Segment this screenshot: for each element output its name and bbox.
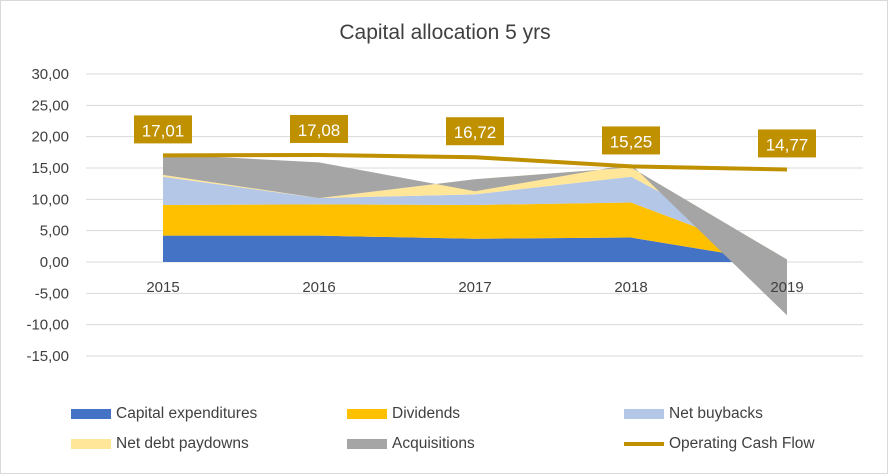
- y-tick-label: 10,00: [31, 191, 69, 208]
- data-label-box: [446, 117, 504, 146]
- data-label-box: [602, 126, 660, 155]
- data-label: 15,25: [610, 132, 653, 151]
- x-tick-label: 2017: [458, 279, 491, 296]
- data-label-box: [290, 114, 348, 143]
- y-tick-label: 20,00: [31, 129, 69, 146]
- x-tick-label: 2018: [614, 279, 647, 296]
- x-tick-label: 2015: [146, 279, 179, 296]
- data-label: 16,72: [454, 123, 497, 142]
- line-operating-cash-flow: [162, 152, 788, 172]
- y-tick-label: 15,00: [31, 160, 69, 177]
- y-tick-label: -10,00: [26, 317, 69, 334]
- area-net-buybacks: [163, 176, 787, 262]
- data-label: 17,01: [142, 121, 185, 140]
- data-label: 17,08: [298, 121, 341, 140]
- x-tick-label: 2016: [302, 279, 335, 296]
- area-capital-expenditures: [163, 235, 787, 264]
- area-dividends: [163, 202, 787, 264]
- y-tick-label: 25,00: [31, 97, 69, 114]
- y-tick-label: 5,00: [40, 223, 69, 240]
- y-tick-label: -5,00: [35, 285, 69, 302]
- y-tick-label: 0,00: [40, 254, 69, 271]
- chart-title: Capital allocation 5 yrs: [339, 21, 551, 44]
- x-tick-label: 2019: [770, 279, 803, 296]
- data-label-box: [758, 129, 816, 158]
- area-acquisitions: [163, 154, 787, 316]
- data-label: 14,77: [766, 135, 809, 154]
- y-tick-label: 30,00: [31, 66, 69, 83]
- data-label-box: [134, 115, 192, 144]
- y-tick-label: -15,00: [26, 348, 69, 365]
